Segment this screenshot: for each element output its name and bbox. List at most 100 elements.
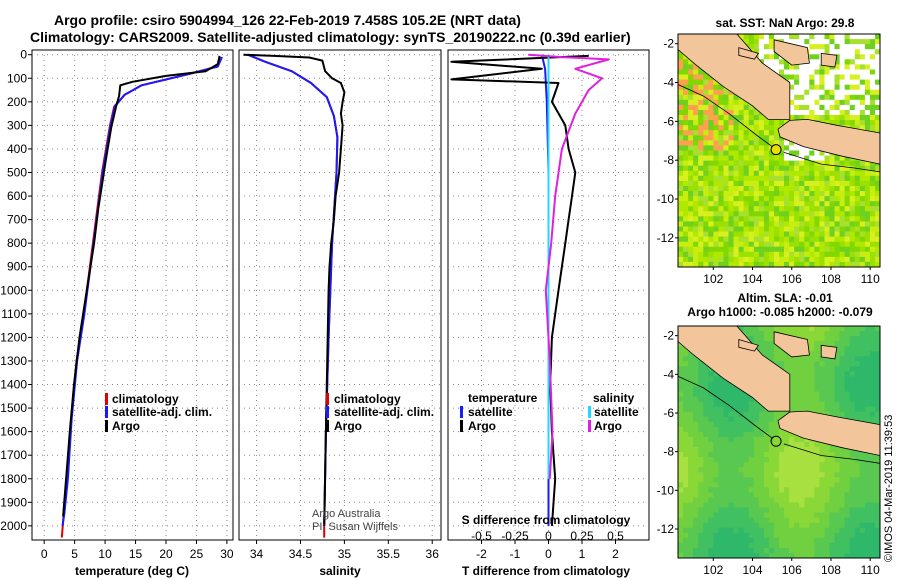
map-x-tick-label: 108: [821, 272, 841, 286]
map-cell: [844, 54, 851, 60]
map-cell: [728, 527, 735, 534]
map-cell: [718, 186, 724, 192]
map-cell: [688, 125, 694, 131]
map-cell: [859, 396, 866, 403]
map-cell: [859, 175, 866, 182]
map-cell: [763, 477, 770, 483]
map-cell: [834, 361, 841, 367]
map-cell: [728, 431, 735, 438]
map-cell: [693, 487, 699, 493]
map-cell: [794, 492, 800, 498]
map-x-tick-label: 104: [743, 563, 763, 577]
map-cell: [854, 507, 861, 514]
map-cell: [849, 326, 856, 332]
map-cell: [678, 251, 684, 258]
map-cell: [713, 371, 719, 377]
legend-swatch-s-satellite: [588, 406, 591, 418]
map-cell: [829, 391, 836, 398]
map-cell: [875, 226, 880, 233]
map-cell: [839, 165, 846, 172]
map-cell: [794, 452, 800, 458]
map-cell: [819, 170, 825, 177]
map-cell: [804, 396, 810, 403]
map-cell: [829, 366, 836, 372]
map-cell: [758, 211, 765, 217]
map-cell: [758, 256, 765, 263]
map-cell: [768, 125, 775, 131]
map-cell: [794, 517, 800, 524]
map-cell: [824, 191, 831, 197]
map-cell: [698, 472, 704, 478]
map-cell: [728, 201, 735, 207]
map-cell: [789, 246, 795, 253]
map-cell: [733, 160, 740, 167]
map-cell: [794, 497, 800, 504]
map-cell: [713, 391, 719, 398]
map-cell: [829, 206, 836, 212]
map-cell: [784, 512, 790, 519]
map-cell: [814, 226, 820, 233]
map-cell: [763, 553, 770, 558]
map-cell: [693, 120, 699, 126]
map-cell: [854, 497, 861, 504]
map-cell: [743, 331, 750, 337]
map-cell: [799, 221, 805, 228]
map-cell: [819, 39, 825, 45]
map-cell: [758, 241, 765, 248]
map-cell: [753, 160, 760, 167]
map-cell: [799, 241, 805, 248]
map-cell: [809, 155, 815, 162]
map-cell: [779, 537, 785, 544]
map-cell: [854, 336, 861, 342]
legend-label: Argo: [594, 419, 622, 433]
map-cell: [819, 236, 825, 243]
map-cell: [864, 69, 871, 76]
map-cell: [743, 447, 750, 453]
map-cell: [758, 125, 765, 131]
map-cell: [728, 89, 735, 96]
map-cell: [703, 542, 709, 549]
map-cell: [864, 386, 871, 393]
map-cell: [698, 532, 704, 539]
map-cell: [779, 431, 785, 438]
map-cell: [688, 401, 694, 408]
map-cell: [844, 211, 851, 217]
map-cell: [698, 94, 704, 101]
map-cell: [753, 522, 760, 529]
map-cell: [829, 196, 836, 202]
map-cell: [809, 256, 815, 263]
map-cell: [683, 64, 689, 71]
map-cell: [768, 492, 775, 498]
map-cell: [784, 472, 790, 478]
map-cell: [768, 527, 775, 534]
map-cell: [809, 84, 815, 91]
map-cell: [743, 170, 750, 177]
map-cell: [799, 502, 805, 509]
map-cell: [703, 120, 709, 126]
map-cell: [703, 150, 709, 157]
map-cell: [713, 84, 719, 91]
map-cell: [804, 406, 810, 413]
map-cell: [763, 502, 770, 509]
map-cell: [743, 437, 750, 443]
map-cell: [849, 356, 856, 362]
map-cell: [763, 452, 770, 458]
map-cell: [869, 115, 876, 121]
map-cell: [753, 145, 760, 152]
map-cell: [678, 79, 684, 86]
map-cell: [703, 155, 709, 162]
map-cell: [794, 507, 800, 514]
map-cell: [814, 457, 820, 463]
map-cell: [784, 206, 790, 212]
map-cell: [693, 99, 699, 106]
map-cell: [728, 442, 735, 448]
map-cell: [869, 477, 876, 483]
map-cell: [804, 175, 810, 182]
map-cell: [854, 477, 861, 483]
map-cell: [854, 537, 861, 544]
map-cell: [844, 34, 851, 40]
map-cell: [834, 396, 841, 403]
map-cell: [814, 497, 820, 504]
map-cell: [763, 165, 770, 172]
map-cell: [804, 79, 810, 86]
